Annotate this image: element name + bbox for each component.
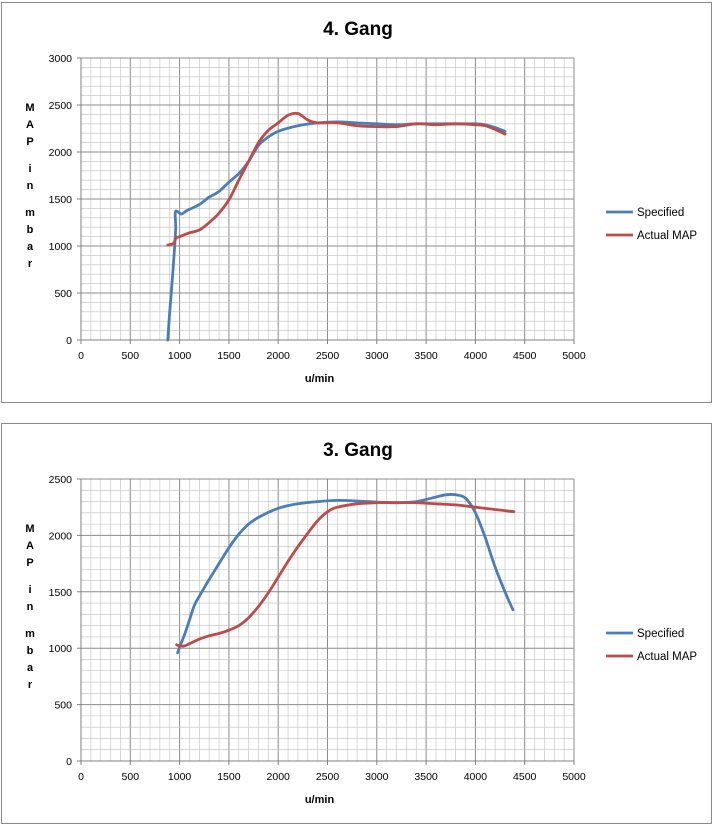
x-tick-label: 2000 bbox=[267, 771, 291, 783]
x-tick-label: 2500 bbox=[316, 771, 340, 783]
x-tick-label: 0 bbox=[78, 771, 84, 783]
x-tick-label: 4000 bbox=[464, 771, 488, 783]
x-axis-title: u/min bbox=[305, 794, 335, 806]
y-tick-label: 500 bbox=[54, 288, 72, 300]
x-tick-label: 4000 bbox=[464, 350, 488, 362]
y-tick-label: 2000 bbox=[49, 530, 73, 542]
x-tick-label: 500 bbox=[122, 350, 140, 362]
y-tick-label: 1500 bbox=[49, 194, 73, 206]
chart-title: 3. Gang bbox=[323, 440, 393, 461]
x-tick-label: 3500 bbox=[414, 771, 438, 783]
legend-label-actual-map: Actual MAP bbox=[637, 651, 697, 663]
gridlines bbox=[80, 478, 575, 762]
chart-svg-gear-4: 4. Gang 0 500 1000 1500 2000 2500 3000 3500 4000 4… bbox=[25, 19, 697, 385]
x-tick-label: 500 bbox=[122, 771, 140, 783]
x-tick-label: 5000 bbox=[562, 771, 586, 783]
y-tick-label: 1500 bbox=[49, 587, 73, 599]
legend-label-specified: Specified bbox=[637, 207, 684, 219]
y-tick-label: 1000 bbox=[49, 241, 73, 253]
y-tick-label: 500 bbox=[54, 700, 72, 712]
x-tick-label: 5000 bbox=[562, 350, 586, 362]
x-tick-label: 1000 bbox=[168, 771, 192, 783]
y-tick-label: 2000 bbox=[49, 147, 73, 159]
x-tick-label: 2000 bbox=[267, 350, 291, 362]
x-tick-label: 3000 bbox=[365, 771, 389, 783]
x-tick-label: 4500 bbox=[513, 771, 537, 783]
series-line-actual-map bbox=[166, 111, 507, 247]
y-tick-label: 2500 bbox=[49, 474, 73, 486]
y-tick-label: 0 bbox=[66, 756, 72, 768]
y-tick-label: 3000 bbox=[49, 53, 73, 65]
x-tick-label: 1000 bbox=[168, 350, 192, 362]
x-tick-label: 0 bbox=[78, 350, 84, 362]
x-axis-title: u/min bbox=[305, 373, 335, 385]
y-tick-label: 0 bbox=[66, 335, 72, 347]
y-tick-label: 1000 bbox=[49, 643, 73, 655]
chart-title: 4. Gang bbox=[323, 19, 393, 40]
x-tick-label: 3500 bbox=[414, 350, 438, 362]
gridlines bbox=[80, 57, 575, 341]
x-tick-label: 3000 bbox=[365, 350, 389, 362]
x-tick-label: 2500 bbox=[316, 350, 340, 362]
legend-label-actual-map: Actual MAP bbox=[637, 230, 697, 242]
legend-label-specified: Specified bbox=[637, 628, 684, 640]
x-tick-label: 1500 bbox=[217, 350, 241, 362]
chart-svg-gear-3: 3. Gang 0 500 1000 1500 2000 2500 3000 3500 4000 4… bbox=[25, 440, 697, 806]
y-tick-label: 2500 bbox=[49, 100, 73, 112]
chart-panel-gear-4: 4. Gang 0 500 1000 1500 2000 2500 3000 3500 4000 4… bbox=[1, 2, 712, 403]
series-line-actual-map bbox=[175, 501, 516, 648]
series-line-specified bbox=[176, 493, 515, 655]
chart-panel-gear-3: 3. Gang 0 500 1000 1500 2000 2500 3000 3500 4000 4… bbox=[1, 423, 712, 824]
x-tick-label: 1500 bbox=[217, 771, 241, 783]
x-tick-label: 4500 bbox=[513, 350, 537, 362]
